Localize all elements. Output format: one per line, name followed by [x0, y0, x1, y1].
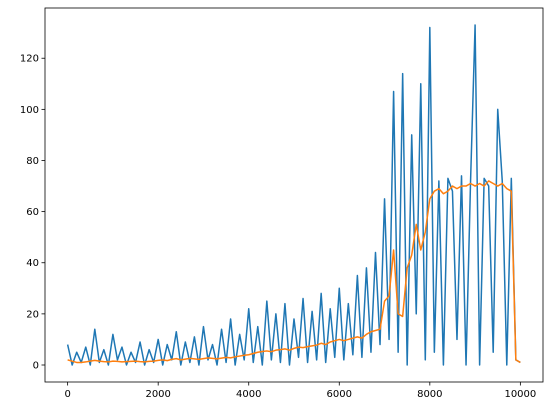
x-tick-label: 4000: [236, 389, 261, 400]
y-tick-label: 40: [26, 258, 39, 269]
y-tick-label: 80: [26, 156, 39, 167]
data-line: [67, 180, 521, 364]
x-tick-label: 0: [64, 389, 70, 400]
y-tick-label: 20: [26, 309, 39, 320]
y-tick-label: 120: [20, 54, 39, 65]
x-tick-label: 6000: [327, 389, 352, 400]
y-tick-label: 0: [33, 361, 39, 372]
x-tick-label: 8000: [417, 389, 442, 400]
y-tick-label: 60: [26, 207, 39, 218]
x-tick-label: 2000: [145, 389, 170, 400]
data-line: [66, 24, 521, 366]
y-tick-label: 100: [20, 105, 39, 116]
x-tick-label: 10000: [504, 389, 536, 400]
axes-frame: [44, 7, 544, 383]
